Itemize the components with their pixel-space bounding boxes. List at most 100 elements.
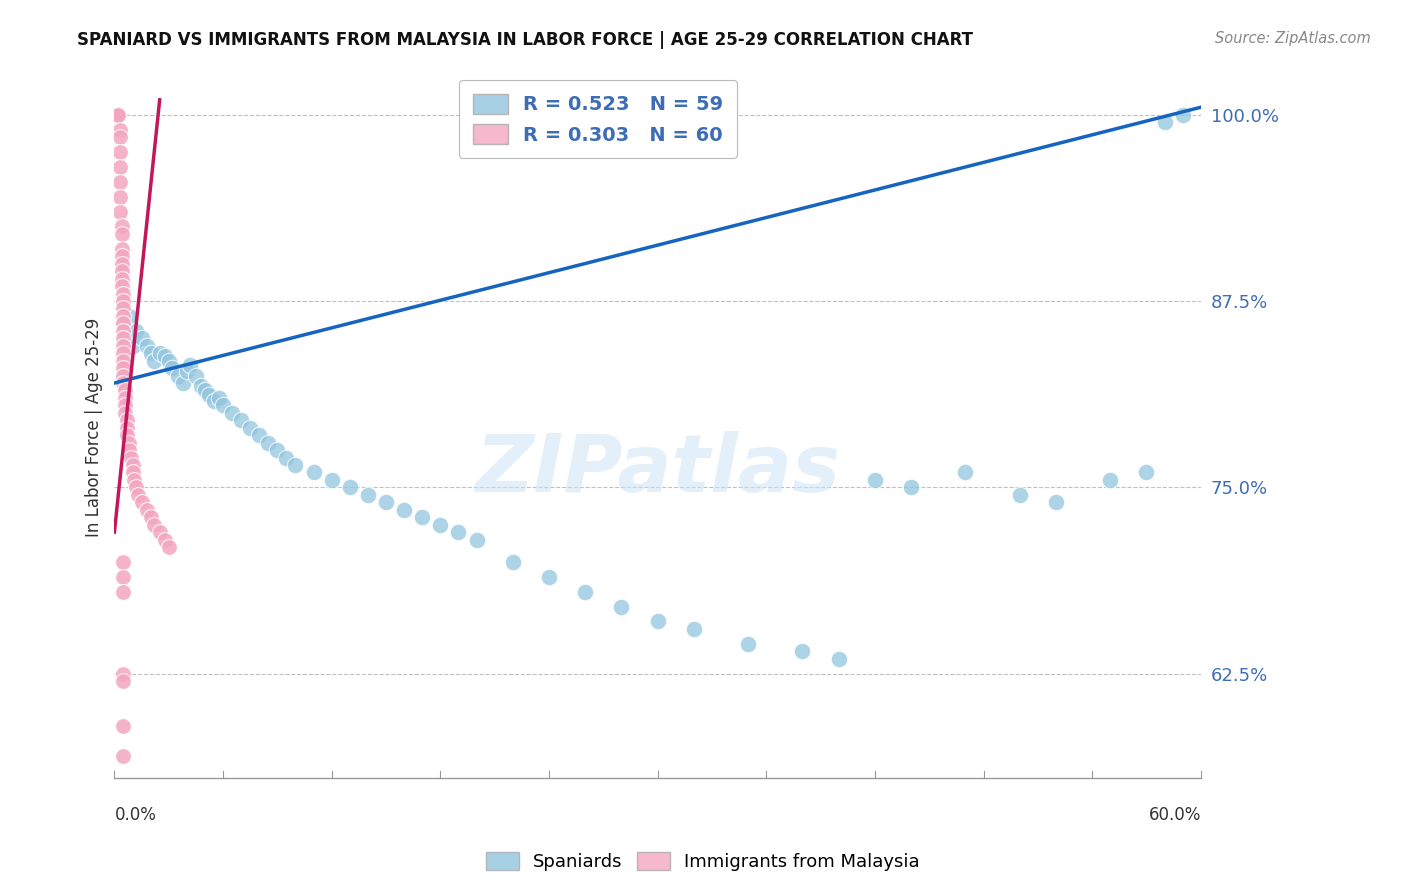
Point bbox=[112, 584, 135, 599]
Point bbox=[149, 346, 172, 360]
Point bbox=[447, 524, 470, 539]
Point bbox=[112, 339, 135, 353]
Point bbox=[610, 599, 633, 614]
Point bbox=[143, 517, 166, 532]
Point bbox=[266, 443, 288, 458]
Text: Source: ZipAtlas.com: Source: ZipAtlas.com bbox=[1215, 31, 1371, 46]
Point bbox=[131, 331, 153, 345]
Point bbox=[737, 637, 759, 651]
Point bbox=[176, 364, 198, 378]
Point bbox=[112, 555, 135, 569]
Point bbox=[114, 391, 136, 405]
Point bbox=[136, 339, 159, 353]
Point bbox=[465, 533, 488, 547]
Point bbox=[125, 324, 148, 338]
Point bbox=[120, 450, 142, 465]
Point bbox=[108, 122, 131, 136]
Point bbox=[112, 324, 135, 338]
Point bbox=[1045, 495, 1067, 509]
Point bbox=[357, 488, 380, 502]
Point bbox=[121, 466, 143, 480]
Point bbox=[112, 666, 135, 681]
Point bbox=[1008, 488, 1031, 502]
Point bbox=[131, 495, 153, 509]
Point bbox=[121, 458, 143, 472]
Point bbox=[1153, 115, 1175, 129]
Point bbox=[121, 339, 143, 353]
Y-axis label: In Labor Force | Age 25-29: In Labor Force | Age 25-29 bbox=[86, 318, 103, 537]
Point bbox=[143, 353, 166, 368]
Point bbox=[153, 349, 176, 363]
Point bbox=[136, 502, 159, 516]
Point bbox=[125, 480, 148, 494]
Point bbox=[112, 286, 135, 301]
Point bbox=[139, 510, 162, 524]
Point bbox=[108, 145, 131, 159]
Point bbox=[863, 473, 886, 487]
Point bbox=[184, 368, 207, 383]
Point bbox=[108, 130, 131, 145]
Point bbox=[208, 391, 231, 405]
Legend: Spaniards, Immigrants from Malaysia: Spaniards, Immigrants from Malaysia bbox=[479, 845, 927, 879]
Point bbox=[827, 652, 849, 666]
Point bbox=[111, 271, 134, 285]
Point bbox=[792, 644, 814, 658]
Point bbox=[114, 398, 136, 412]
Point bbox=[112, 719, 135, 733]
Point bbox=[221, 406, 243, 420]
Point bbox=[172, 376, 194, 390]
Point bbox=[118, 443, 141, 458]
Point bbox=[392, 502, 415, 516]
Point bbox=[111, 279, 134, 293]
Point bbox=[112, 317, 135, 331]
Point bbox=[112, 346, 135, 360]
Point bbox=[115, 413, 138, 427]
Point bbox=[157, 540, 180, 554]
Point bbox=[276, 450, 298, 465]
Point bbox=[955, 466, 977, 480]
Point bbox=[112, 674, 135, 689]
Point bbox=[112, 368, 135, 383]
Point bbox=[112, 317, 135, 331]
Point bbox=[375, 495, 398, 509]
Point bbox=[1135, 466, 1157, 480]
Point bbox=[321, 473, 343, 487]
Point bbox=[124, 473, 146, 487]
Point bbox=[1171, 108, 1194, 122]
Point bbox=[111, 264, 134, 278]
Point bbox=[194, 384, 217, 398]
Point bbox=[111, 242, 134, 256]
Point bbox=[162, 361, 184, 376]
Point bbox=[647, 615, 669, 629]
Point bbox=[118, 435, 141, 450]
Point bbox=[108, 175, 131, 189]
Point bbox=[429, 517, 451, 532]
Point bbox=[112, 748, 135, 763]
Point bbox=[114, 406, 136, 420]
Point bbox=[682, 622, 704, 636]
Point bbox=[112, 570, 135, 584]
Point bbox=[179, 358, 201, 372]
Point bbox=[107, 108, 129, 122]
Point bbox=[139, 346, 162, 360]
Point bbox=[112, 293, 135, 308]
Text: 0.0%: 0.0% bbox=[114, 806, 156, 824]
Point bbox=[127, 488, 149, 502]
Text: 60.0%: 60.0% bbox=[1149, 806, 1201, 824]
Point bbox=[108, 204, 131, 219]
Point bbox=[1099, 473, 1122, 487]
Point bbox=[108, 189, 131, 203]
Point bbox=[574, 584, 596, 599]
Point bbox=[112, 353, 135, 368]
Point bbox=[212, 398, 235, 412]
Point bbox=[112, 309, 135, 323]
Point bbox=[900, 480, 922, 494]
Point bbox=[231, 413, 253, 427]
Point bbox=[115, 421, 138, 435]
Point bbox=[537, 570, 560, 584]
Point bbox=[239, 421, 262, 435]
Point bbox=[111, 257, 134, 271]
Point bbox=[502, 555, 524, 569]
Point bbox=[108, 160, 131, 174]
Point bbox=[112, 301, 135, 316]
